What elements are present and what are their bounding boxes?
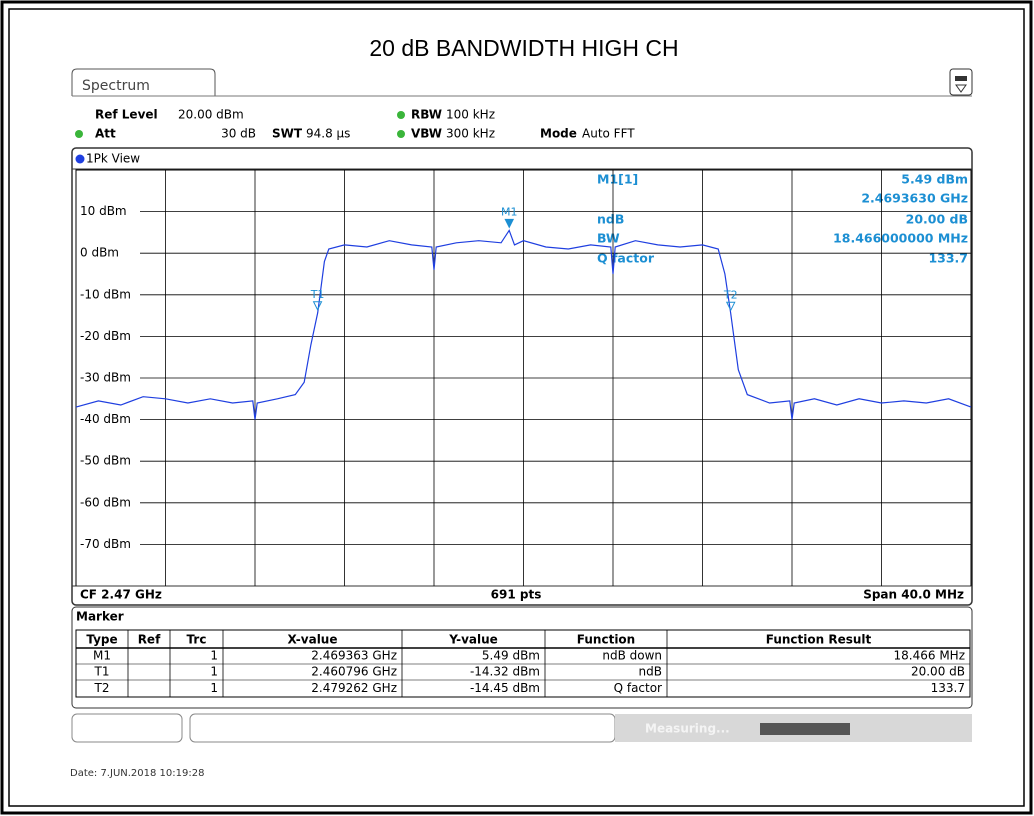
cell: ndB down [602,649,662,663]
cell: M1 [93,649,111,663]
column-header: Ref [138,633,161,647]
rbw-label: RBW [411,108,442,122]
marker-table: Type Ref Trc X-value Y-value Function Function… [75,629,971,698]
cell: 2.469363 GHz [311,649,397,663]
status-box [189,713,616,743]
m1-frequency: 2.4693630 GHz [861,191,968,206]
vbw: 300 kHz [446,127,495,141]
status: Measuring... [645,722,730,736]
y-tick-label: -10 dBm [80,287,131,301]
y-tick-label: -30 dBm [80,371,131,385]
title: 20 dB BANDWIDTH HIGH CH [369,35,678,61]
marker-label: M1 [501,205,518,218]
marker [725,301,736,312]
ref-level: 20.00 dBm [178,108,244,122]
cell: 5.49 dBm [482,649,540,663]
bw-label: BW [597,231,620,246]
ndb: 20.00 dB [906,212,968,227]
y-tick-label: -60 dBm [80,495,131,509]
menu-icon-arrow [955,84,967,93]
y-tick-label: -50 dBm [80,454,131,468]
cell: -14.45 dBm [470,681,540,695]
bw: 18.466000000 MHz [833,231,968,246]
cell: 133.7 [931,681,965,695]
tab[interactable]: Spectrum [82,78,150,94]
cell: T2 [94,681,110,695]
mode: Auto FFT [582,127,635,141]
cell: ndB [639,665,662,679]
ndb-label: ndB [597,212,624,227]
view-label: 1Pk View [86,152,140,166]
column-header: Function [577,633,635,647]
tab-outline [71,68,216,96]
mode-label: Mode [540,127,577,141]
y-tick-label: 10 dBm [80,204,127,218]
cell: 18.466 MHz [894,649,965,663]
inner-border [8,8,1025,807]
menu-icon[interactable] [949,68,973,96]
center-frequency: CF 2.47 GHz [80,588,162,602]
column-header: X-value [288,633,338,647]
table-frame [75,629,971,698]
marker-label: T1 [310,288,325,301]
m1-level: 5.49 dBm [901,172,968,187]
points: 691 pts [491,588,542,602]
column-header: Type [86,633,117,647]
swt-label: SWT [272,127,303,141]
q: 133.7 [928,251,968,266]
column-header: Y-value [448,633,498,647]
trace [75,229,972,420]
marker [312,301,323,311]
menu-icon-bar [955,76,967,81]
progress-bar [760,723,850,735]
y-tick-label: -70 dBm [80,537,131,551]
plot-frame [71,147,973,606]
att-label: Att [95,127,116,141]
marker-panel [71,606,973,709]
y-tick-label: -20 dBm [80,329,131,343]
marker-table-title: Marker [76,610,124,624]
q-label: Q factor [597,251,655,266]
att: 30 dB [221,127,256,141]
cell: 2.479262 GHz [311,681,397,695]
cell: 1 [210,681,218,695]
ref-level-label: Ref Level [95,108,158,122]
cell: Q factor [614,681,662,695]
span: Span 40.0 MHz [863,588,964,602]
vbw-led [397,130,405,138]
cell: 2.460796 GHz [311,665,397,679]
column-header: Function Result [766,633,872,647]
y-tick-label: -40 dBm [80,412,131,426]
vbw-label: VBW [411,127,442,141]
status-box [71,713,183,743]
trace-led [75,154,85,164]
date: Date: 7.JUN.2018 10:19:28 [70,768,204,779]
cell: -14.32 dBm [470,665,540,679]
cell: 20.00 dB [911,665,965,679]
att-led [75,130,83,138]
marker [504,218,515,229]
cell: 1 [210,665,218,679]
cell: T1 [94,665,110,679]
rbw-led [397,111,405,119]
cell: 1 [210,649,218,663]
marker-label: T2 [723,288,738,301]
y-tick-label: 0 dBm [80,246,119,260]
m1-label: M1[1] [597,172,638,187]
column-header: Trc [187,633,207,647]
rbw: 100 kHz [446,108,495,122]
swt: 94.8 µs [306,127,350,141]
